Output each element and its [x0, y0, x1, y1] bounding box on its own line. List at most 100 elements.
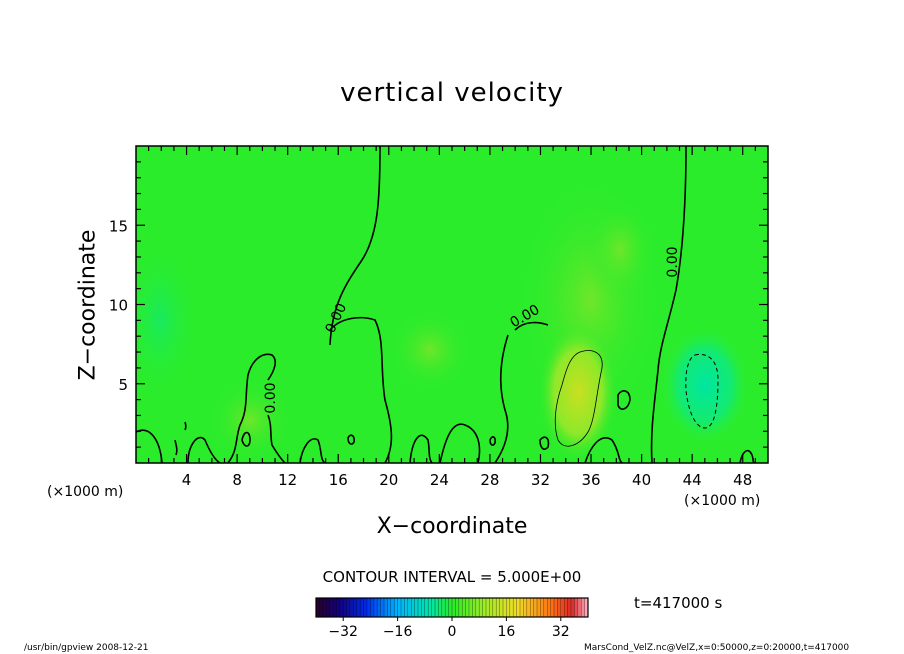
positive-region-left — [210, 380, 290, 460]
colorbar-swatch — [428, 598, 432, 617]
colorbar-swatch — [577, 598, 582, 617]
negative-region-core — [660, 325, 750, 445]
negative-region-left — [136, 240, 200, 400]
zero-contour-10 — [299, 438, 326, 463]
colorbar-swatch — [445, 598, 449, 617]
colorbar-swatch — [475, 598, 480, 617]
colorbar-swatch — [418, 598, 422, 617]
zero-contour-13 — [584, 437, 623, 463]
colorbar-swatch — [462, 598, 466, 617]
colorbar-swatch — [329, 598, 334, 617]
footer-right: MarsCond_VelZ.nc@VelZ,x=0:50000,z=0:2000… — [584, 643, 850, 653]
colorbar-swatch — [397, 598, 402, 617]
colorbar-swatch — [441, 598, 446, 617]
colorbar-tick-label: 0 — [448, 624, 457, 640]
colorbar-swatch — [560, 598, 565, 617]
y-axis-label: Z−coordinate — [75, 229, 101, 381]
colorbar-swatch — [458, 598, 463, 617]
colorbar-swatch — [326, 598, 330, 617]
colorbar-swatch — [492, 598, 497, 617]
colorbar: −32 −16 0 16 32 — [315, 597, 589, 640]
colorbar-tick-label: 32 — [552, 624, 570, 640]
colorbar-swatch — [401, 598, 405, 617]
negative-contours — [685, 353, 719, 429]
x-tick-label: 4 — [182, 471, 192, 489]
colorbar-swatch — [499, 598, 504, 617]
colorbar-swatch — [550, 598, 555, 617]
colorbar-swatch — [574, 598, 579, 617]
positive-region-upper — [585, 200, 655, 300]
colorbar-tick-label: −32 — [328, 624, 358, 640]
colorbar-swatch — [469, 598, 473, 617]
colorbar-swatch — [407, 598, 412, 617]
zero-contour-11 — [409, 434, 433, 463]
colorbar-swatch — [567, 598, 572, 617]
colorbar-swatch — [472, 598, 477, 617]
negative-5-contour — [685, 353, 719, 429]
positive-contours — [554, 350, 603, 447]
colorbar-swatch — [523, 598, 528, 617]
colorbar-swatch — [414, 598, 419, 617]
x-tick-label: 8 — [232, 471, 242, 489]
colorbar-swatch — [404, 598, 409, 617]
colorbar-swatch — [360, 598, 364, 617]
y-tick-label: 5 — [118, 376, 128, 394]
contour-label: 0.00 — [263, 382, 279, 413]
x-tick-label: 12 — [278, 471, 297, 489]
zero-contour-9 — [187, 436, 221, 463]
colorbar-swatch — [496, 598, 500, 617]
colorbar-swatch — [350, 598, 354, 617]
colorbar-swatch — [554, 598, 558, 617]
colorbar-swatch — [319, 598, 324, 617]
colorbar-tick-label: −16 — [383, 624, 413, 640]
x-tick-label: 28 — [480, 471, 499, 489]
zero-contours — [136, 146, 756, 463]
x-tick-label: 20 — [379, 471, 398, 489]
colorbar-swatch — [526, 598, 531, 617]
colorbar-swatch — [584, 598, 589, 617]
colorbar-swatch — [465, 598, 470, 617]
colorbar-swatch — [435, 598, 439, 617]
colorbar-swatch — [390, 598, 395, 617]
colorbar-swatch — [394, 598, 398, 617]
colorbar-swatch — [513, 598, 517, 617]
colorbar-swatch — [373, 598, 378, 617]
zero-contour-17 — [241, 431, 251, 447]
x-tick-label: 40 — [632, 471, 651, 489]
colorbar-swatch — [431, 598, 436, 617]
colorbar-swatch — [571, 598, 575, 617]
colorbar-swatch — [479, 598, 483, 617]
colorbar-tick-label: 16 — [497, 624, 515, 640]
zero-contour-16 — [539, 436, 550, 450]
colorbar-swatch — [448, 598, 453, 617]
colorbar-swatch — [421, 598, 426, 617]
zero-contour-12 — [439, 423, 481, 463]
colorbar-swatch — [343, 598, 347, 617]
colorbar-swatch — [537, 598, 541, 617]
x-tick-label: 32 — [531, 471, 550, 489]
colorbar-swatch — [581, 598, 585, 617]
colorbar-swatch — [387, 598, 392, 617]
colorbar-swatch — [509, 598, 514, 617]
colorbar-swatch — [322, 598, 327, 617]
zero-contour-1 — [329, 146, 381, 346]
colorbar-swatch — [520, 598, 524, 617]
contour-interval: CONTOUR INTERVAL = 5.000E+00 — [322, 568, 582, 586]
colorbar-swatch — [377, 598, 381, 617]
zero-contour-2 — [329, 316, 393, 463]
colorbar-swatch — [411, 598, 415, 617]
x-unit-right: (×1000 m) — [684, 493, 761, 509]
y-tick-label: 10 — [109, 297, 128, 315]
colorbar-swatch — [516, 598, 521, 617]
colorbar-swatch — [438, 598, 443, 617]
zero-contour-19 — [489, 436, 496, 446]
x-tick-label: 16 — [329, 471, 348, 489]
contour-label: 0.00 — [665, 246, 681, 277]
colorbar-swatch — [486, 598, 490, 617]
x-axis-label: X−coordinate — [376, 514, 528, 539]
colorbar-swatch — [356, 598, 361, 617]
x-unit-left: (×1000 m) — [47, 484, 124, 500]
colorbar-swatch — [452, 598, 456, 617]
colorbar-swatch — [506, 598, 511, 617]
